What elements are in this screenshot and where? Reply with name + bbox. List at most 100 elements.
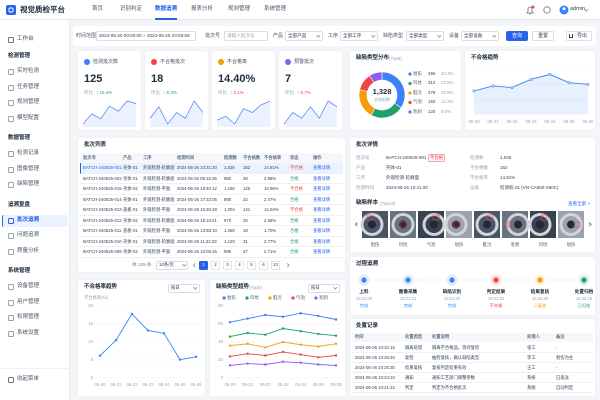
filter-input[interactable] bbox=[340, 31, 378, 41]
button[interactable] bbox=[566, 31, 592, 41]
menu-item[interactable]: 问题追溯 bbox=[17, 232, 40, 239]
status-badge bbox=[428, 154, 445, 162]
legend-name: 凹坑 bbox=[413, 80, 422, 86]
table-cell: 合格 bbox=[290, 196, 299, 202]
menu-icon bbox=[8, 315, 14, 321]
filter-input[interactable] bbox=[224, 31, 268, 41]
filter-input[interactable] bbox=[461, 31, 499, 41]
x-tick-label: 05-23 bbox=[277, 381, 289, 387]
button-label[interactable]: 查询 bbox=[511, 32, 523, 39]
filter-input[interactable] bbox=[96, 31, 196, 41]
menu-item[interactable]: 规则管理 bbox=[17, 99, 40, 106]
table-row-selected[interactable] bbox=[80, 163, 343, 174]
menu-item[interactable]: 图像管理 bbox=[17, 165, 40, 172]
table-cell: 1,026 bbox=[224, 165, 235, 171]
field-label: 检测时间 bbox=[356, 184, 374, 190]
x-tick-label: 05-26 bbox=[190, 381, 202, 387]
row-action[interactable]: 查看详情 bbox=[313, 207, 331, 213]
page-button[interactable] bbox=[259, 260, 268, 270]
page-button[interactable] bbox=[223, 260, 232, 270]
table-row[interactable] bbox=[80, 237, 343, 247]
user-name[interactable]: admin bbox=[570, 6, 585, 13]
table-header bbox=[352, 333, 593, 342]
page-button[interactable] bbox=[271, 260, 280, 270]
table-cell: BATCH-240526-001 bbox=[83, 165, 122, 171]
page-button[interactable] bbox=[235, 260, 244, 270]
page-number[interactable]: 4 bbox=[238, 261, 241, 267]
filter-input[interactable] bbox=[406, 31, 444, 41]
card-title: 批次列表 bbox=[84, 142, 107, 149]
menu-item[interactable]: 模型配置 bbox=[17, 114, 40, 121]
menu-item[interactable]: 实时检测 bbox=[17, 68, 40, 75]
page-number[interactable]: 5 bbox=[250, 261, 253, 267]
page-number[interactable]: 1 bbox=[202, 261, 205, 267]
kpi-change-label: 环比 bbox=[84, 89, 93, 95]
menu-item[interactable]: 批次追溯 bbox=[17, 216, 40, 223]
row-action[interactable]: 查看详情 bbox=[313, 186, 331, 192]
table-row[interactable] bbox=[80, 174, 343, 184]
view-all-link[interactable]: 查看全部 > bbox=[568, 200, 590, 206]
page-number[interactable]: 6 bbox=[262, 261, 265, 267]
table-row[interactable] bbox=[80, 226, 343, 237]
page-button[interactable] bbox=[211, 260, 220, 270]
table-row[interactable] bbox=[80, 195, 343, 205]
filter-input[interactable] bbox=[285, 31, 323, 41]
legend-name: 气泡 bbox=[413, 99, 422, 105]
menu-item[interactable]: 用户管理 bbox=[17, 298, 40, 305]
row-action[interactable]: 查看详情 bbox=[313, 217, 331, 223]
menu-item[interactable]: 检测记录 bbox=[17, 150, 40, 157]
table-cell: 复核判定结果有效 bbox=[432, 364, 467, 370]
row-action[interactable]: 查看详情 bbox=[313, 228, 331, 234]
kpi-change: ↑ 15.4% bbox=[96, 89, 113, 95]
x-tick-label: 05-25 bbox=[312, 381, 324, 387]
legend-percent: 20.9% bbox=[441, 89, 454, 95]
x-tick-label: 05-21 bbox=[487, 118, 499, 124]
table-row[interactable] bbox=[80, 205, 343, 216]
kpi-value: 7 bbox=[285, 73, 292, 86]
table-row bbox=[352, 353, 593, 363]
menu-item[interactable]: 质量分析 bbox=[17, 247, 40, 254]
table-cell: 盖板-01 bbox=[123, 228, 138, 234]
table-cell: 外观检测-轮廓面 bbox=[143, 238, 175, 244]
menu-item[interactable]: 缺陷管理 bbox=[17, 181, 40, 188]
table-cell: 970 bbox=[224, 217, 232, 223]
row-action[interactable]: 查看详情 bbox=[313, 175, 331, 181]
table-cell: 合格 bbox=[290, 217, 299, 223]
collapse-button[interactable]: 收起菜单 bbox=[17, 376, 40, 383]
row-action[interactable]: 查看详情 bbox=[313, 238, 331, 244]
table-row[interactable] bbox=[80, 216, 343, 226]
table-cell: 31 bbox=[243, 238, 248, 244]
page-number[interactable]: 3 bbox=[226, 261, 229, 267]
menu-item[interactable]: 权限管理 bbox=[17, 314, 40, 321]
row-action[interactable]: 查看详情 bbox=[313, 165, 331, 171]
table-row[interactable] bbox=[80, 247, 343, 258]
row-action[interactable]: 查看详情 bbox=[313, 249, 331, 255]
menu-item[interactable]: 工作台 bbox=[17, 36, 34, 43]
button[interactable] bbox=[506, 31, 528, 41]
menu-item[interactable]: 系统设置 bbox=[17, 329, 40, 336]
button-label[interactable]: 导出 bbox=[576, 32, 588, 39]
nav-item[interactable]: 首页 bbox=[92, 6, 104, 13]
nav-item[interactable]: 报表分析 bbox=[191, 6, 214, 13]
table-cell: 壳体-02 bbox=[123, 249, 138, 255]
page-button[interactable] bbox=[199, 260, 208, 270]
sample-label: 划伤 bbox=[370, 241, 380, 247]
nav-item[interactable]: 系统管理 bbox=[264, 6, 287, 13]
button-label[interactable]: 重置 bbox=[537, 32, 549, 39]
page-number[interactable]: 13 bbox=[273, 261, 278, 267]
nav-item[interactable]: 数据追溯 bbox=[155, 6, 178, 13]
table-row[interactable] bbox=[80, 184, 343, 195]
row-action[interactable]: 查看详情 bbox=[313, 196, 331, 202]
menu-icon bbox=[8, 151, 14, 157]
page-number[interactable]: 2 bbox=[214, 261, 217, 267]
period-select[interactable] bbox=[168, 283, 200, 293]
period-select[interactable] bbox=[308, 283, 340, 293]
nav-item[interactable]: 识别判定 bbox=[120, 6, 143, 13]
button[interactable] bbox=[532, 31, 554, 41]
menu-item[interactable]: 任务管理 bbox=[17, 83, 40, 90]
period-value: 按日 bbox=[171, 284, 180, 290]
page-button[interactable] bbox=[247, 260, 256, 270]
page-size-select[interactable] bbox=[156, 260, 188, 270]
nav-item[interactable]: 规则管理 bbox=[228, 6, 251, 13]
menu-item[interactable]: 设备管理 bbox=[17, 283, 40, 290]
